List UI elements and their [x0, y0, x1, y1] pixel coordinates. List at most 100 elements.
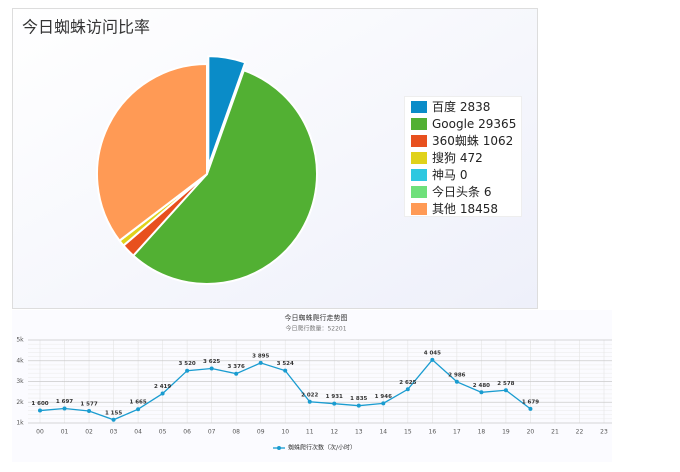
- x-tick-label: 19: [502, 429, 510, 436]
- y-tick-label: 5k: [16, 337, 24, 344]
- x-tick-label: 13: [355, 429, 363, 436]
- value-label: 2 578: [497, 381, 514, 387]
- point: [62, 406, 67, 411]
- x-tick-label: 14: [379, 429, 387, 436]
- point: [405, 387, 410, 392]
- x-tick-label: 20: [527, 429, 535, 436]
- point: [454, 379, 459, 384]
- legend-name: 神马: [432, 168, 456, 182]
- point: [209, 366, 214, 371]
- point: [356, 403, 361, 408]
- pie-slice: [96, 62, 208, 243]
- value-label: 1 931: [326, 394, 343, 400]
- legend-value: 2838: [460, 100, 491, 114]
- legend-name: 其他: [432, 202, 456, 216]
- legend-swatch: [411, 101, 427, 113]
- value-label: 2 022: [301, 392, 318, 398]
- x-tick-label: 12: [330, 429, 338, 436]
- x-tick-label: 16: [429, 429, 437, 436]
- x-tick-label: 01: [61, 429, 69, 436]
- x-tick-label: 11: [306, 429, 314, 436]
- legend-swatch: [411, 203, 427, 215]
- value-label: 2 419: [154, 384, 171, 390]
- value-label: 3 520: [179, 361, 196, 367]
- legend-label: Google 29365: [432, 117, 516, 131]
- x-tick-label: 06: [183, 429, 191, 436]
- legend-value: 6: [484, 185, 492, 199]
- point: [307, 399, 312, 404]
- x-tick-label: 00: [36, 429, 44, 436]
- point: [258, 360, 263, 365]
- value-label: 1 946: [375, 394, 392, 400]
- pie-slice: [207, 55, 247, 167]
- legend-point: [277, 446, 281, 450]
- legend-name: 360蜘蛛: [432, 133, 479, 148]
- value-label: 2 625: [399, 380, 416, 386]
- legend-name: 今日头条: [432, 184, 480, 199]
- legend-value: 472: [460, 151, 483, 165]
- x-tick-label: 02: [85, 429, 93, 436]
- legend-label: 其他 18458: [432, 202, 498, 216]
- value-label: 3 625: [203, 359, 220, 365]
- x-tick-label: 15: [404, 429, 412, 436]
- legend-label: 搜狗 472: [432, 150, 483, 165]
- pie-title: 今日蜘蛛访问比率: [22, 18, 150, 37]
- y-tick-label: 4k: [16, 357, 24, 364]
- point: [111, 417, 116, 422]
- line-panel: [12, 310, 612, 462]
- point: [479, 390, 484, 395]
- value-label: 3 895: [252, 353, 269, 359]
- legend-swatch: [411, 186, 427, 198]
- value-label: 1 679: [522, 399, 539, 405]
- value-label: 1 600: [31, 401, 48, 407]
- x-tick-label: 07: [208, 429, 216, 436]
- legend-swatch: [411, 152, 427, 164]
- legend-name: 搜狗: [432, 150, 456, 165]
- point: [503, 388, 508, 393]
- x-tick-label: 22: [576, 429, 584, 436]
- value-label: 4 045: [424, 350, 441, 356]
- x-tick-label: 04: [134, 429, 142, 436]
- point: [283, 368, 288, 373]
- value-label: 3 524: [277, 361, 294, 367]
- point: [136, 407, 141, 412]
- point: [38, 408, 42, 413]
- x-tick-label: 18: [478, 429, 486, 436]
- point: [160, 391, 165, 396]
- y-tick-label: 3k: [16, 378, 24, 385]
- legend-swatch: [411, 118, 427, 130]
- point: [234, 371, 239, 376]
- line-subtitle: 今日爬行数量：52201: [285, 325, 346, 333]
- y-tick-label: 1k: [16, 420, 24, 427]
- line-title: 今日蜘蛛爬行走势图: [285, 313, 348, 322]
- x-tick-label: 05: [159, 429, 167, 436]
- x-tick-label: 17: [453, 429, 461, 436]
- legend-value: 0: [460, 168, 468, 182]
- pie-slice: [131, 69, 318, 285]
- point: [185, 368, 190, 373]
- legend-label: 360蜘蛛 1062: [432, 133, 513, 148]
- value-label: 1 835: [350, 396, 367, 402]
- legend-value: 29365: [478, 117, 516, 131]
- value-label: 1 697: [56, 399, 73, 405]
- point: [332, 401, 337, 406]
- point: [430, 357, 435, 362]
- legend-label: 蜘蛛爬行次数（次/小时）: [288, 444, 356, 452]
- value-label: 2 480: [473, 383, 490, 389]
- legend-label: 百度 2838: [432, 99, 490, 114]
- legend-swatch: [411, 135, 427, 147]
- point: [528, 406, 533, 411]
- legend-label: 神马 0: [432, 168, 467, 182]
- legend-swatch: [411, 169, 427, 181]
- legend-label: 今日头条 6: [432, 184, 491, 199]
- value-label: 3 376: [228, 364, 245, 370]
- value-label: 2 986: [448, 372, 465, 378]
- x-tick-label: 21: [551, 429, 559, 436]
- point: [381, 401, 386, 406]
- value-label: 1 155: [105, 410, 122, 416]
- x-tick-label: 10: [281, 429, 289, 436]
- x-tick-label: 03: [110, 429, 118, 436]
- point: [87, 409, 92, 414]
